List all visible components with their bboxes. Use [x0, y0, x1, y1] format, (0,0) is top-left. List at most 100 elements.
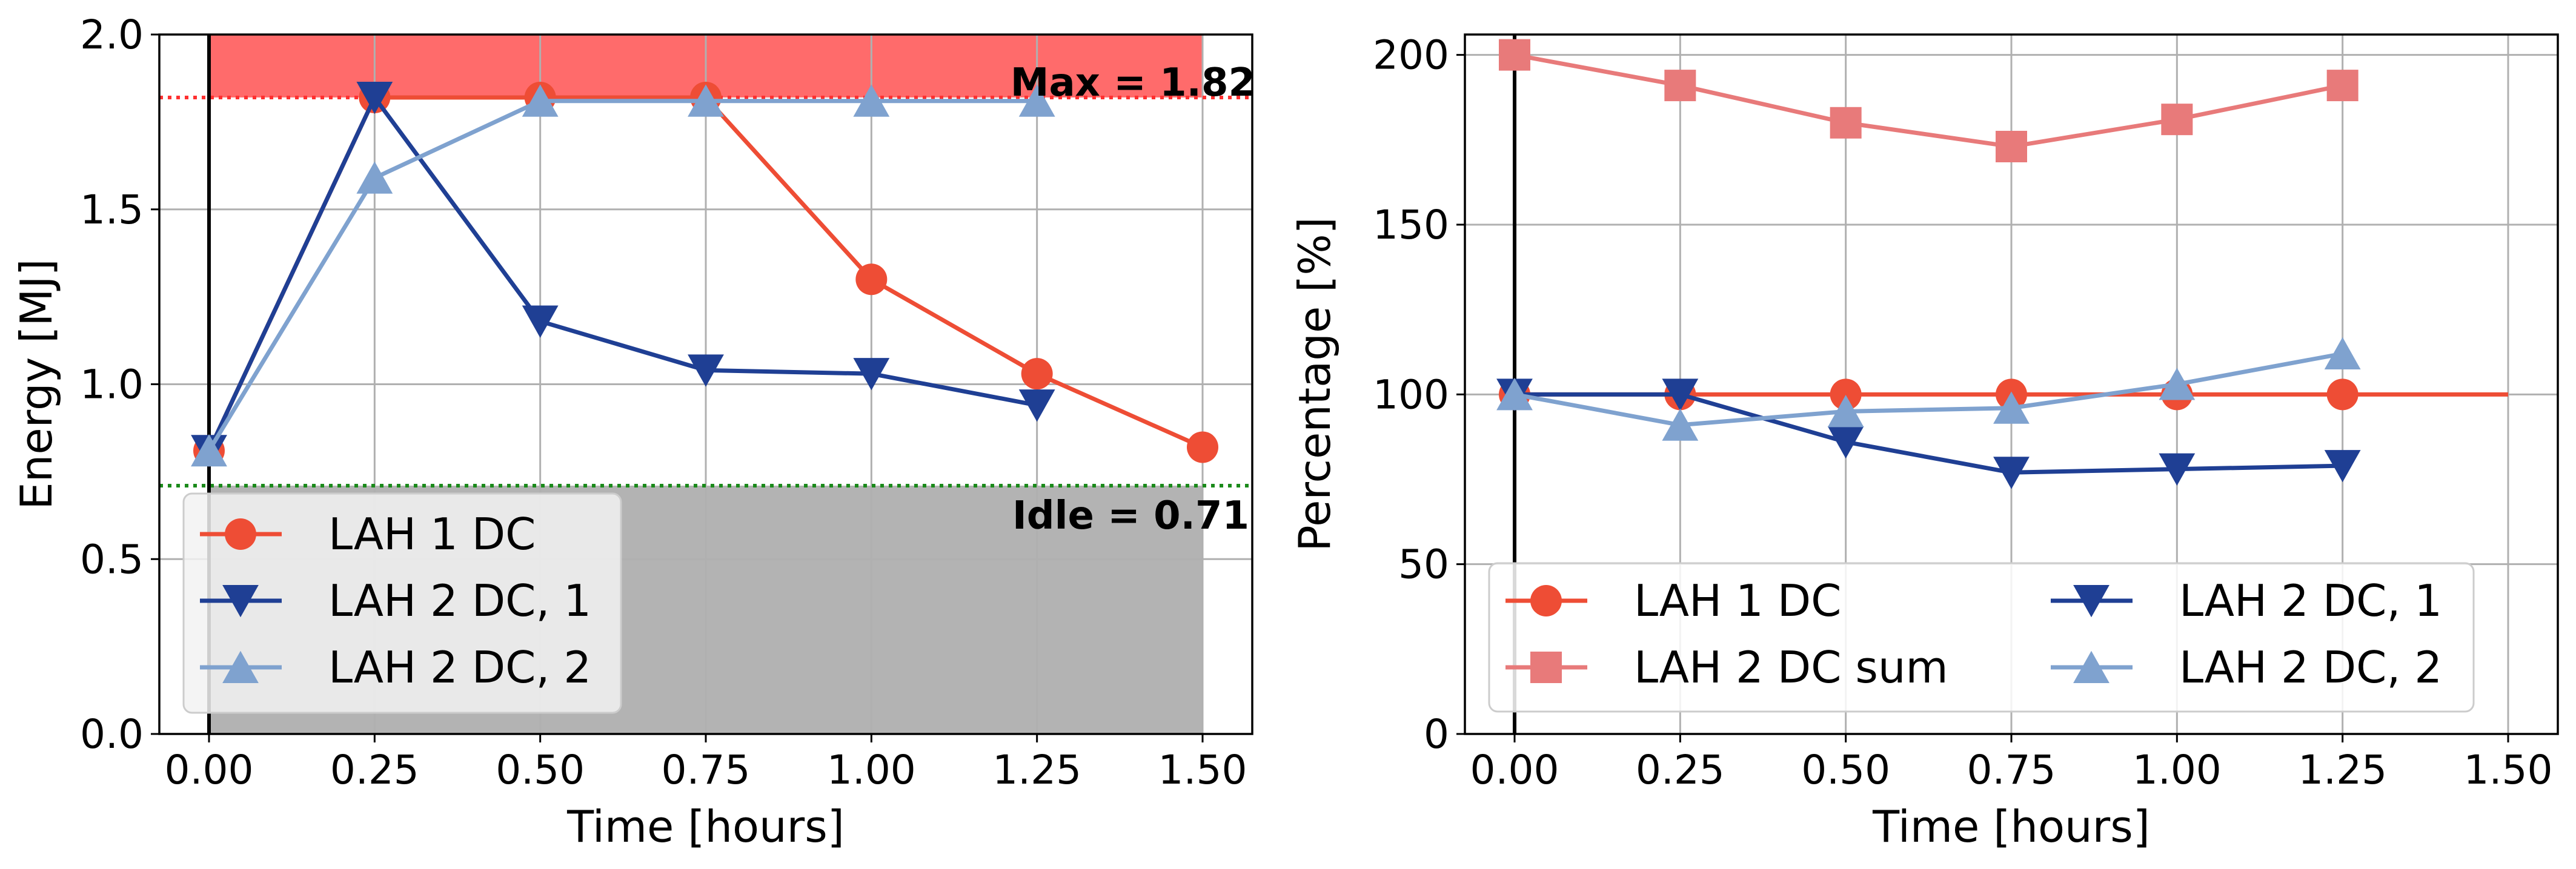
x-tick-label: 0.25	[330, 747, 419, 793]
legend-item-lah-2-dc-1: LAH 2 DC, 1	[200, 575, 591, 626]
data-point	[1827, 426, 1864, 459]
data-point	[191, 434, 227, 467]
data-point	[853, 84, 890, 117]
legend-item-lah-2-dc-sum: LAH 2 DC sum	[1505, 642, 1948, 693]
legend-marker	[222, 650, 259, 683]
x-tick-label: 0.75	[662, 747, 751, 793]
y-tick-label: 0.5	[80, 536, 144, 583]
data-point	[853, 358, 890, 391]
data-point	[1830, 107, 1862, 139]
legend-box	[1488, 562, 2475, 713]
data-point	[1993, 391, 2030, 424]
y-tick-label: 100	[1373, 371, 1449, 418]
plot-area	[191, 81, 1218, 468]
data-point	[1664, 70, 1696, 102]
idle-annotation: Idle = 0.71	[1012, 494, 1249, 538]
legend-marker	[1530, 652, 1562, 683]
x-tick-label: 0.75	[1967, 747, 2056, 793]
series-lah-2-dc-1	[191, 81, 1055, 468]
data-point	[356, 161, 393, 194]
data-point	[1018, 84, 1055, 117]
x-tick-label: 0.00	[1470, 747, 1559, 793]
data-point	[2324, 450, 2361, 483]
data-point	[1830, 378, 1862, 411]
data-point	[1662, 378, 1699, 411]
data-point	[855, 263, 888, 296]
plot-area	[1496, 39, 2508, 489]
data-point	[688, 354, 724, 387]
y-tick-label: 200	[1373, 32, 1449, 79]
legend-item-lah-2-dc-2: LAH 2 DC, 2	[2051, 642, 2442, 693]
legend: LAH 1 DC LAH 2 DC sum LAH 2 DC, 1 LAH 2 DC,…	[1488, 562, 2475, 713]
data-point	[522, 305, 559, 338]
max-annotation: Max = 1.82	[1011, 61, 1255, 105]
y-axis-label: Energy [MJ]	[11, 259, 62, 510]
legend-label: LAH 2 DC, 1	[2179, 575, 2442, 626]
series-lah-2-dc-sum	[1499, 39, 2359, 163]
legend-item-lah-2-dc-2: LAH 2 DC, 2	[200, 642, 591, 693]
data-point	[522, 84, 559, 117]
y-tick-label: 2.0	[80, 12, 144, 58]
data-point	[2159, 453, 2196, 486]
x-tick-label: 1.25	[992, 747, 1081, 793]
x-tick-label: 1.50	[1158, 747, 1247, 793]
x-axis-label: Time [hours]	[1872, 801, 2150, 852]
y-tick-label: 0.0	[80, 711, 144, 758]
legend-label: LAH 2 DC, 1	[328, 575, 591, 626]
legend-label: LAH 2 DC, 2	[328, 642, 591, 693]
x-tick-label: 1.50	[2464, 747, 2553, 793]
x-tick-label: 1.25	[2298, 747, 2387, 793]
x-tick-label: 0.50	[496, 747, 585, 793]
y-tick-label: 50	[1398, 541, 1449, 588]
data-point	[2161, 104, 2193, 136]
data-point	[1499, 39, 1530, 71]
data-point	[1018, 389, 1055, 422]
data-point	[1993, 457, 2030, 489]
legend: LAH 1 DC LAH 2 DC, 1 LAH 2 DC, 2	[182, 492, 622, 714]
data-point	[2326, 378, 2359, 411]
legend-item-lah-2-dc-1: LAH 2 DC, 1	[2051, 575, 2442, 626]
legend-label: LAH 2 DC sum	[1634, 642, 1948, 693]
series-line-lah-2-dc-sum	[1514, 53, 2343, 149]
legend-box	[182, 492, 622, 714]
legend-marker	[2073, 585, 2110, 618]
legend-item-lah-1-dc: LAH 1 DC	[200, 509, 536, 560]
series-line-lah-2-dc-2	[1514, 351, 2343, 428]
x-tick-label: 1.00	[827, 747, 916, 793]
series-line-lah-2-dc-1	[207, 95, 1038, 452]
series-lah-2-dc-2	[191, 84, 1055, 467]
y-tick-label: 1.5	[80, 187, 144, 233]
data-point	[1827, 395, 1864, 428]
legend-label: LAH 1 DC	[328, 509, 536, 560]
x-tick-label: 1.00	[2133, 747, 2222, 793]
x-tick-label: 0.25	[1636, 747, 1725, 793]
series-lah-2-dc-2	[1496, 337, 2361, 441]
data-point	[2159, 368, 2196, 400]
legend-marker	[225, 518, 256, 550]
legend-marker	[1530, 585, 1562, 616]
legend-item-lah-1-dc: LAH 1 DC	[1505, 575, 1841, 626]
data-point	[1496, 378, 1533, 411]
y-tick-label: 150	[1373, 202, 1449, 248]
series-line-lah-2-dc-2	[207, 99, 1037, 452]
x-axis-label: Time [hours]	[566, 801, 845, 852]
x-tick-label: 0.50	[1801, 747, 1890, 793]
data-point	[1187, 431, 1218, 463]
data-point	[688, 84, 724, 117]
legend-label: LAH 1 DC	[1634, 575, 1841, 626]
percentage-chart: 0.00 0.25 0.50 0.75 1.00 1.25 1.50 0 50 100 150 200…	[1289, 32, 2559, 852]
x-tick-label: 0.00	[165, 747, 254, 793]
data-point	[2324, 337, 2361, 370]
data-point	[1996, 131, 2027, 163]
series-line-lah-2-dc-1	[1515, 392, 2343, 475]
legend-marker	[2073, 650, 2110, 683]
y-tick-label: 0	[1424, 711, 1449, 758]
y-tick-label: 1.0	[80, 362, 144, 408]
y-axis-label: Percentage [%]	[1289, 217, 1340, 552]
legend-marker	[222, 585, 259, 618]
data-point	[1662, 408, 1699, 441]
legend-label: LAH 2 DC, 2	[2179, 642, 2442, 693]
data-point	[1021, 358, 1053, 390]
data-point	[356, 81, 393, 114]
